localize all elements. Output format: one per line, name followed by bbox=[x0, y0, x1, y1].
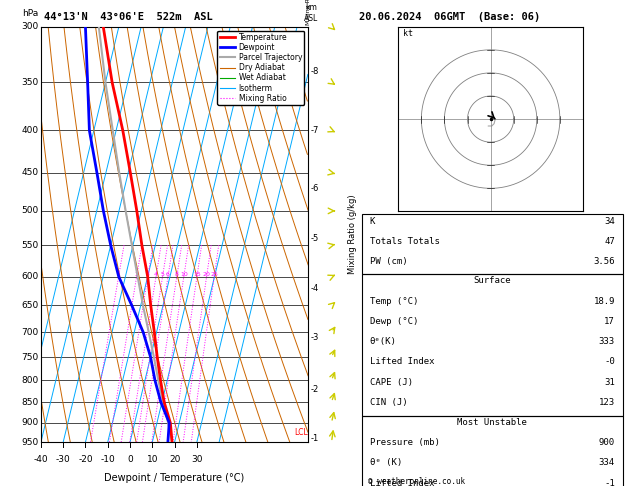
Text: © weatheronline.co.uk: © weatheronline.co.uk bbox=[368, 477, 465, 486]
Text: 8: 8 bbox=[175, 272, 179, 277]
Text: 333: 333 bbox=[599, 337, 615, 346]
Text: 650: 650 bbox=[21, 301, 38, 310]
Text: 17: 17 bbox=[604, 317, 615, 326]
Text: 10: 10 bbox=[180, 272, 187, 277]
Text: 20: 20 bbox=[203, 272, 211, 277]
Text: 6: 6 bbox=[166, 272, 170, 277]
Text: -0: -0 bbox=[604, 357, 615, 366]
Text: 0: 0 bbox=[127, 455, 133, 464]
Text: θᵉ (K): θᵉ (K) bbox=[369, 458, 402, 468]
Text: 800: 800 bbox=[21, 376, 38, 385]
Text: 30: 30 bbox=[191, 455, 203, 464]
Text: kt: kt bbox=[403, 29, 413, 38]
Text: 600: 600 bbox=[21, 272, 38, 281]
Text: PW (cm): PW (cm) bbox=[369, 257, 407, 266]
Text: 5: 5 bbox=[160, 272, 164, 277]
Text: 334: 334 bbox=[599, 458, 615, 468]
Text: Most Unstable: Most Unstable bbox=[457, 418, 527, 427]
Text: 900: 900 bbox=[21, 418, 38, 427]
Text: -1: -1 bbox=[311, 434, 320, 443]
Text: 300: 300 bbox=[21, 22, 38, 31]
Text: Temp (°C): Temp (°C) bbox=[369, 296, 418, 306]
Text: -8: -8 bbox=[311, 68, 320, 76]
Legend: Temperature, Dewpoint, Parcel Trajectory, Dry Adiabat, Wet Adiabat, Isotherm, Mi: Temperature, Dewpoint, Parcel Trajectory… bbox=[217, 31, 304, 105]
Text: -2: -2 bbox=[311, 385, 320, 394]
Text: Dewpoint / Temperature (°C): Dewpoint / Temperature (°C) bbox=[104, 473, 245, 484]
Text: 900: 900 bbox=[599, 438, 615, 447]
Text: 750: 750 bbox=[21, 352, 38, 362]
Text: -10: -10 bbox=[101, 455, 115, 464]
Text: -20: -20 bbox=[78, 455, 92, 464]
Text: 500: 500 bbox=[21, 207, 38, 215]
Text: K: K bbox=[369, 217, 375, 226]
Text: 550: 550 bbox=[21, 241, 38, 250]
Text: 15: 15 bbox=[193, 272, 201, 277]
Text: -4: -4 bbox=[311, 284, 320, 293]
Text: 450: 450 bbox=[21, 168, 38, 177]
Text: 3.56: 3.56 bbox=[593, 257, 615, 266]
Text: Pressure (mb): Pressure (mb) bbox=[369, 438, 440, 447]
Text: 18.9: 18.9 bbox=[593, 296, 615, 306]
Text: 350: 350 bbox=[21, 78, 38, 87]
Text: 47: 47 bbox=[604, 237, 615, 246]
Text: 700: 700 bbox=[21, 328, 38, 337]
Text: -3: -3 bbox=[311, 333, 320, 342]
Text: -1: -1 bbox=[604, 479, 615, 486]
Text: 20.06.2024  06GMT  (Base: 06): 20.06.2024 06GMT (Base: 06) bbox=[359, 12, 540, 22]
Text: 4: 4 bbox=[154, 272, 158, 277]
Text: Mixing Ratio (g/kg): Mixing Ratio (g/kg) bbox=[306, 0, 311, 25]
Text: 44°13'N  43°06'E  522m  ASL: 44°13'N 43°06'E 522m ASL bbox=[44, 12, 213, 22]
Text: -30: -30 bbox=[56, 455, 70, 464]
Text: θᵉ(K): θᵉ(K) bbox=[369, 337, 396, 346]
Text: Totals Totals: Totals Totals bbox=[369, 237, 440, 246]
Text: 34: 34 bbox=[604, 217, 615, 226]
Bar bbox=[362, 416, 623, 486]
Text: -6: -6 bbox=[311, 184, 320, 193]
Text: -7: -7 bbox=[311, 126, 320, 135]
Text: 10: 10 bbox=[147, 455, 158, 464]
Text: LCL: LCL bbox=[294, 428, 308, 437]
Text: Lifted Index: Lifted Index bbox=[369, 479, 434, 486]
Text: 1: 1 bbox=[116, 272, 121, 277]
Text: Mixing Ratio (g/kg): Mixing Ratio (g/kg) bbox=[348, 195, 357, 274]
Text: 25: 25 bbox=[210, 272, 218, 277]
Text: 2: 2 bbox=[135, 272, 138, 277]
Text: 20: 20 bbox=[169, 455, 181, 464]
Text: hPa: hPa bbox=[22, 9, 38, 18]
Text: CIN (J): CIN (J) bbox=[369, 398, 407, 407]
Text: Lifted Index: Lifted Index bbox=[369, 357, 434, 366]
Text: Surface: Surface bbox=[474, 277, 511, 285]
Text: 123: 123 bbox=[599, 398, 615, 407]
Text: CAPE (J): CAPE (J) bbox=[369, 378, 413, 386]
Text: -40: -40 bbox=[33, 455, 48, 464]
Text: 3: 3 bbox=[146, 272, 150, 277]
Text: Dewp (°C): Dewp (°C) bbox=[369, 317, 418, 326]
Bar bbox=[362, 275, 623, 416]
Text: 950: 950 bbox=[21, 438, 38, 447]
Text: km
ASL: km ASL bbox=[304, 3, 318, 22]
Text: 400: 400 bbox=[21, 126, 38, 135]
Text: -5: -5 bbox=[311, 234, 320, 243]
Text: 850: 850 bbox=[21, 398, 38, 407]
Text: 31: 31 bbox=[604, 378, 615, 386]
Bar bbox=[362, 214, 623, 275]
